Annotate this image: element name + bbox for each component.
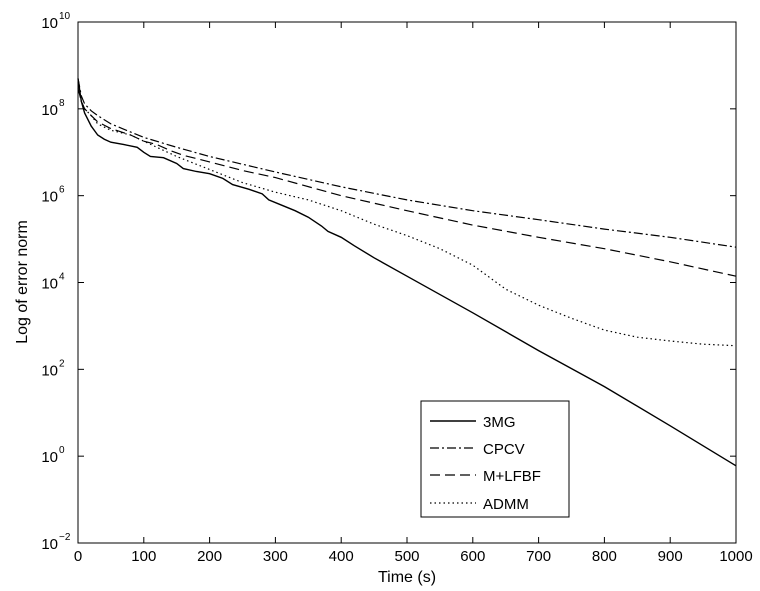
y-tick-exponent: 4	[59, 272, 65, 283]
x-tick-label: 100	[131, 548, 156, 565]
y-tick-label: 10	[41, 189, 58, 206]
y-tick-exponent: 0	[59, 445, 65, 456]
y-tick-exponent: −2	[59, 532, 71, 543]
legend: 3MG CPCV M+LFBF ADMM	[420, 400, 570, 518]
y-tick-exponent: 8	[59, 98, 65, 109]
y-tick-label: 10	[41, 15, 58, 32]
y-tick-exponent: 2	[59, 358, 65, 369]
y-tick-exponent: 10	[59, 11, 71, 22]
y-tick-label: 10	[41, 536, 58, 553]
x-axis-label: Time (s)	[378, 569, 436, 586]
y-tick-exponent: 6	[59, 185, 65, 196]
x-tick-label: 900	[658, 548, 683, 565]
plot-area	[77, 21, 737, 544]
x-tick-label: 600	[460, 548, 485, 565]
legend-label-admm: ADMM	[483, 496, 529, 513]
y-tick-label: 10	[41, 362, 58, 379]
series-layer	[77, 78, 737, 467]
series-line-mlfbf	[77, 87, 737, 277]
series-line-admm	[77, 82, 737, 347]
y-axis-label: Log of error norm	[14, 220, 31, 344]
legend-label-mlfbf: M+LFBF	[483, 468, 541, 485]
x-tick-label: 700	[526, 548, 551, 565]
x-tick-label: 300	[263, 548, 288, 565]
legend-label-3mg: 3MG	[483, 414, 516, 431]
y-tick-label: 10	[41, 102, 58, 119]
x-tick-label: 0	[74, 548, 82, 565]
x-tick-label: 800	[592, 548, 617, 565]
series-line-3mg	[77, 78, 737, 467]
x-tick-label: 400	[329, 548, 354, 565]
x-tick-label: 500	[394, 548, 419, 565]
x-tick-label: 1000	[719, 548, 752, 565]
x-axis: 0 100 200 300 400 500 600 700 800 900 1000	[74, 22, 753, 565]
y-tick-label: 10	[41, 276, 58, 293]
legend-label-cpcv: CPCV	[483, 441, 525, 458]
y-tick-label: 10	[41, 449, 58, 466]
x-tick-label: 200	[197, 548, 222, 565]
